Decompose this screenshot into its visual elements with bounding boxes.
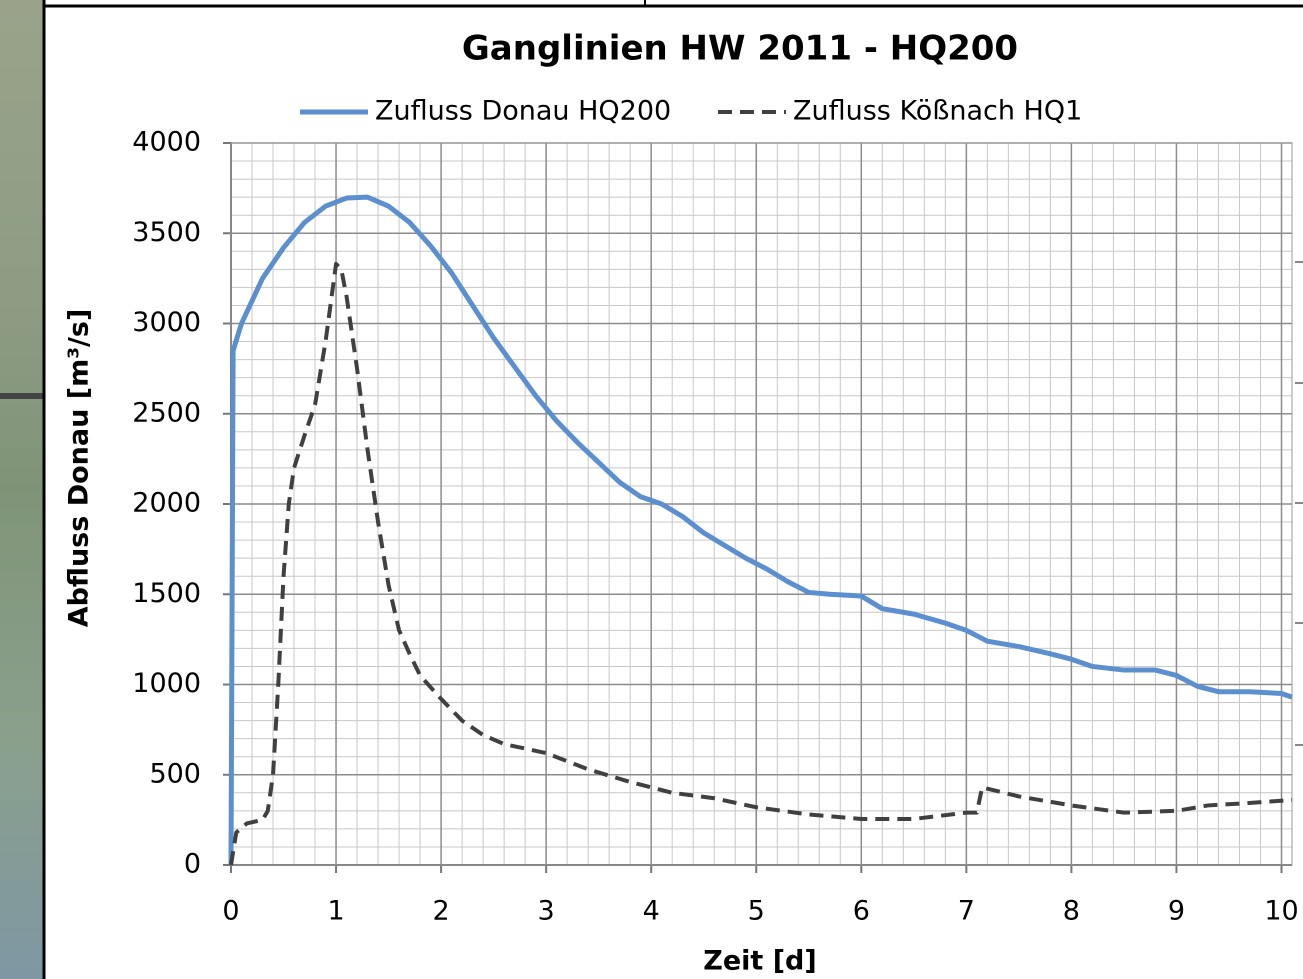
x-tick-label: 2: [433, 896, 450, 927]
y-tick-label: 3000: [132, 307, 201, 338]
x-tick-label: 10: [1264, 896, 1298, 927]
chart-title: Ganglinien HW 2011 - HQ200: [462, 29, 1018, 69]
aerial-photo-strip: [0, 0, 44, 979]
y-tick-label: 1500: [132, 578, 201, 609]
legend-label: Zufluss Kößnach HQ1: [793, 96, 1082, 127]
grid: [223, 143, 1292, 873]
legend: Zufluss Donau HQ200 Zufluss Kößnach HQ1: [300, 96, 1082, 127]
x-tick-label: 8: [1063, 896, 1080, 927]
y-tick-label: 2500: [132, 397, 201, 428]
legend-label: Zufluss Donau HQ200: [375, 96, 671, 127]
y-tick-label: 500: [149, 758, 201, 789]
x-tick-label: 7: [958, 896, 975, 927]
chart: Ganglinien HW 2011 - HQ200 Zeit [d] Abfl…: [0, 0, 1303, 979]
x-axis-label: Zeit [d]: [703, 946, 816, 977]
series-line: [231, 197, 1292, 865]
y-tick-label: 0: [184, 849, 201, 880]
x-tick-label: 3: [538, 896, 555, 927]
x-tick-label: 6: [853, 896, 870, 927]
y-tick-label: 3500: [132, 217, 201, 248]
x-tick-label: 0: [222, 896, 239, 927]
plot: [231, 197, 1292, 865]
y-tick-label: 2000: [132, 488, 201, 519]
x-tick-label: 5: [748, 896, 765, 927]
neighbor-axis: [1295, 262, 1303, 745]
y-tick-label: 1000: [132, 668, 201, 699]
y-axis-label: Abfluss Donau [m³/s]: [64, 309, 95, 628]
x-tick-label: 1: [327, 896, 344, 927]
photo-edge: [0, 393, 44, 399]
page: {"chart_data": { "type": "line", "title"…: [0, 0, 1303, 979]
y-tick-label: 4000: [132, 127, 201, 158]
x-tick-label: 9: [1168, 896, 1185, 927]
x-tick-label: 4: [643, 896, 660, 927]
